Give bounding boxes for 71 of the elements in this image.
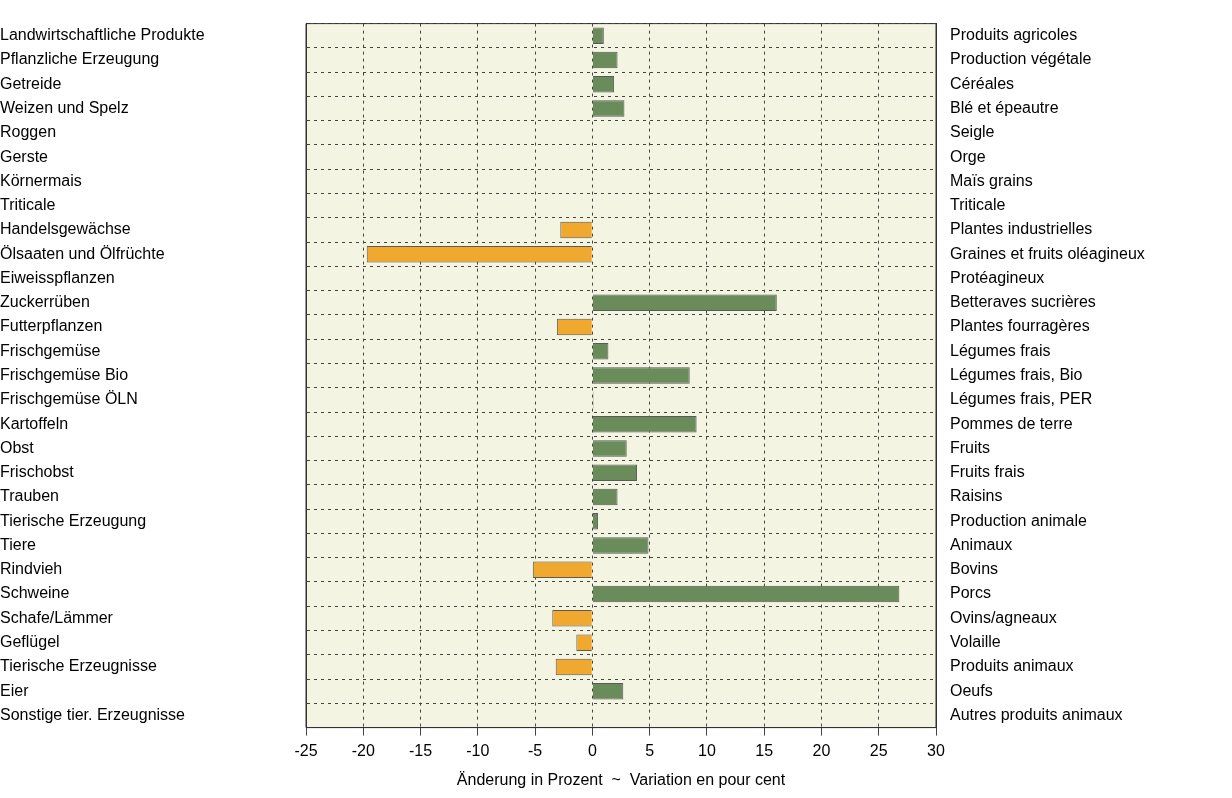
x-tick-label: -10 xyxy=(466,741,490,759)
y-tick-label: Körnermais xyxy=(0,171,82,189)
y2-tick-label: Volaille xyxy=(950,633,1001,651)
y2-tick-label: Oeufs xyxy=(950,681,993,699)
y-tick-label: Trauben xyxy=(0,487,59,505)
y-tick-label: Kartoffeln xyxy=(0,414,69,432)
y-tick-label: Tiere xyxy=(0,535,36,553)
y2-tick-label: Pommes de terre xyxy=(950,414,1073,432)
y-tick-label: Tierische Erzeugnisse xyxy=(0,657,157,675)
y2-tick-label: Produits agricoles xyxy=(950,26,1078,44)
y2-tick-label: Produits animaux xyxy=(950,657,1074,675)
y-tick-label: Geflügel xyxy=(0,633,60,651)
y2-tick-label: Plantes fourragères xyxy=(950,317,1090,335)
y2-tick-label: Orge xyxy=(950,147,986,165)
y2-tick-label: Blé et épeautre xyxy=(950,98,1059,116)
y2-tick-label: Seigle xyxy=(950,123,995,141)
y-tick-label: Eier xyxy=(0,681,30,699)
y-tick-label: Pflanzliche Erzeugung xyxy=(0,50,160,68)
y-tick-label: Frischgemüse xyxy=(0,341,101,359)
y-tick-label: Frischgemüse ÖLN xyxy=(0,390,138,408)
y-tick-label: Gerste xyxy=(0,147,49,165)
y2-tick-label: Protéagineux xyxy=(950,268,1045,286)
y2-tick-label: Animaux xyxy=(950,535,1013,553)
y-tick-label: Getreide xyxy=(0,74,62,92)
y2-tick-label: Graines et fruits oléagineux xyxy=(950,244,1145,262)
x-axis-title: Änderung in Prozent ~ Variation en pour cent xyxy=(456,770,786,788)
y2-tick-label: Maïs grains xyxy=(950,171,1033,189)
x-tick-label: -5 xyxy=(527,741,543,759)
x-tick-label: 10 xyxy=(698,741,716,759)
y-tick-label: Frischgemüse Bio xyxy=(0,366,129,384)
x-tick-label: 5 xyxy=(645,741,655,759)
y2-tick-label: Raisins xyxy=(950,487,1003,505)
y-tick-label: Futterpflanzen xyxy=(0,317,103,335)
x-tick-label: 20 xyxy=(812,741,831,759)
y2-tick-label: Ovins/agneaux xyxy=(950,608,1057,626)
y-tick-label: Weizen und Spelz xyxy=(0,98,129,116)
y-tick-label: Obst xyxy=(0,438,35,456)
y-tick-label: Landwirtschaftliche Produkte xyxy=(0,26,205,44)
y-tick-label: Rindvieh xyxy=(0,560,63,578)
y-tick-label: Zuckerrüben xyxy=(0,293,90,311)
y2-tick-label: Production animale xyxy=(950,511,1088,529)
y-tick-label: Roggen xyxy=(0,123,57,141)
y2-tick-label: Céréales xyxy=(950,74,1015,92)
y-tick-label: Schafe/Lämmer xyxy=(0,608,114,626)
y-tick-label: Eiweisspflanzen xyxy=(0,268,115,286)
x-tick-label: 15 xyxy=(755,741,774,759)
x-tick-label: -20 xyxy=(351,741,375,759)
y2-tick-label: Betteraves sucrières xyxy=(950,293,1096,311)
y2-tick-label: Production végétale xyxy=(950,50,1092,68)
y-tick-label: Tierische Erzeugung xyxy=(0,511,147,529)
y-tick-label: Sonstige tier. Erzeugnisse xyxy=(0,705,186,723)
y2-tick-label: Autres produits animaux xyxy=(950,705,1123,723)
y2-tick-label: Légumes frais xyxy=(950,341,1051,359)
y-tick-label: Frischobst xyxy=(0,463,75,481)
x-tick-label: 25 xyxy=(869,741,888,759)
y2-tick-label: Fruits frais xyxy=(950,463,1025,481)
x-tick-label: 0 xyxy=(587,741,597,759)
y-tick-label: Handelsgewächse xyxy=(0,220,131,238)
y2-tick-label: Bovins xyxy=(950,560,999,578)
y2-tick-label: Fruits xyxy=(950,438,990,456)
x-tick-label: -25 xyxy=(294,741,318,759)
y2-tick-label: Triticale xyxy=(950,196,1006,214)
y-tick-label: Triticale xyxy=(0,196,56,214)
y-tick-label: Ölsaaten und Ölfrüchte xyxy=(0,244,165,262)
y2-tick-label: Porcs xyxy=(950,584,991,602)
y2-tick-label: Plantes industrielles xyxy=(950,220,1093,238)
y-tick-label: Schweine xyxy=(0,584,70,602)
y2-tick-label: Légumes frais, Bio xyxy=(950,366,1083,384)
y2-tick-label: Légumes frais, PER xyxy=(950,390,1093,408)
x-tick-label: -15 xyxy=(408,741,433,759)
x-tick-label: 30 xyxy=(927,741,945,759)
